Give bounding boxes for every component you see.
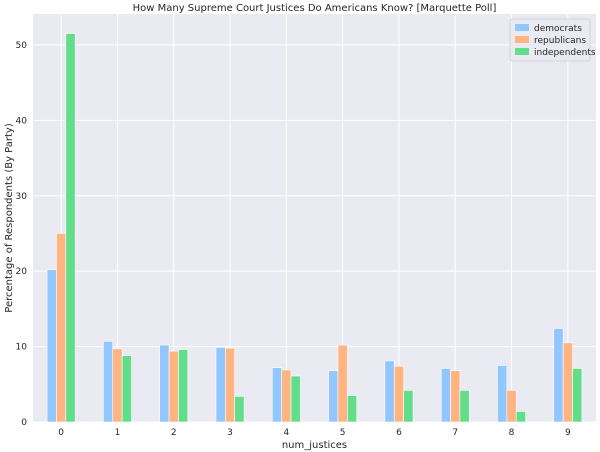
y-tick-label: 50 <box>16 41 28 51</box>
legend-label-democrats: democrats <box>534 24 582 34</box>
bar-independents <box>515 411 526 423</box>
bar-independents <box>290 375 301 423</box>
bar-democrats <box>159 344 170 423</box>
bar-democrats <box>103 341 114 423</box>
x-axis-label: num_justices <box>282 440 347 451</box>
y-tick-label: 10 <box>16 343 28 353</box>
bar-republicans <box>562 342 573 423</box>
x-tick-label: 1 <box>115 428 121 438</box>
plot-background <box>33 14 596 422</box>
bar-democrats <box>271 367 282 423</box>
bar-republicans <box>56 233 67 423</box>
bar-republicans <box>450 370 461 423</box>
bar-republicans <box>337 344 348 423</box>
legend-label-republicans: republicans <box>534 36 586 46</box>
legend-swatch-democrats <box>515 24 529 31</box>
bar-democrats <box>46 269 57 423</box>
chart-title: How Many Supreme Court Justices Do Ameri… <box>133 3 497 14</box>
bar-republicans <box>281 369 292 423</box>
bar-independents <box>572 368 583 423</box>
x-tick-label: 2 <box>171 428 177 438</box>
legend-swatch-independents <box>515 48 529 55</box>
x-tick-label: 4 <box>283 428 289 438</box>
ticks-layer: 0 10 20 30 40 50 0 1 2 3 4 5 6 7 8 9 <box>16 41 571 438</box>
x-tick-label: 3 <box>227 428 233 438</box>
x-tick-label: 5 <box>340 428 346 438</box>
legend-label-independents: independents <box>534 48 596 58</box>
bar-republicans <box>506 390 517 423</box>
y-tick-label: 40 <box>16 116 28 126</box>
legend-swatch-republicans <box>515 36 529 43</box>
bar-republicans <box>168 350 179 423</box>
bar-independents <box>121 355 132 423</box>
x-tick-label: 7 <box>452 428 458 438</box>
x-tick-label: 8 <box>509 428 515 438</box>
bar-democrats <box>497 365 508 423</box>
bar-independents <box>403 390 414 423</box>
bar-democrats <box>215 347 226 423</box>
y-tick-label: 30 <box>16 192 28 202</box>
x-tick-label: 0 <box>58 428 64 438</box>
bars-layer <box>46 33 583 423</box>
bar-democrats <box>328 370 339 423</box>
bar-democrats <box>440 368 451 423</box>
y-axis-label: Percentage of Respondents (By Party) <box>4 123 15 313</box>
legend-items: democrats republicans independents <box>515 24 596 58</box>
bar-independents <box>347 395 358 423</box>
x-tick-label: 6 <box>396 428 402 438</box>
x-tick-label: 9 <box>565 428 571 438</box>
legend: democrats republicans independents <box>509 18 596 62</box>
legend-box <box>509 18 591 62</box>
grid-layer <box>33 14 596 423</box>
bar-republicans <box>393 365 404 423</box>
bar-independents <box>178 349 189 423</box>
bar-independents <box>459 390 470 423</box>
bar-independents <box>234 396 245 423</box>
y-tick-label: 20 <box>16 267 28 277</box>
bar-democrats <box>384 360 395 423</box>
bar-republicans <box>225 347 236 423</box>
bar-independents <box>65 33 76 423</box>
y-tick-label: 0 <box>21 418 27 428</box>
bar-republicans <box>112 348 123 423</box>
bar-democrats <box>553 328 564 423</box>
